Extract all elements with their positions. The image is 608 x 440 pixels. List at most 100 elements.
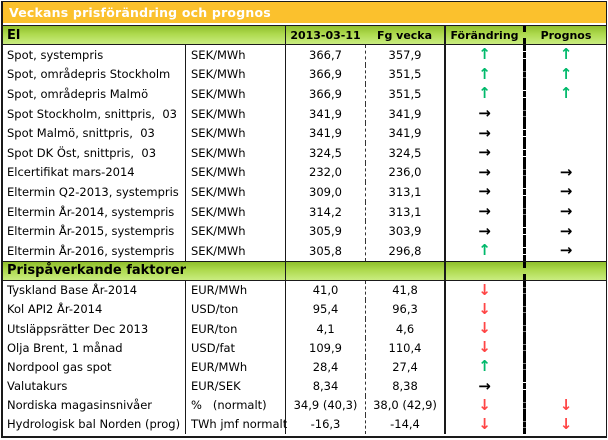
value-previous-week: 8,38 <box>366 376 446 396</box>
value-previous-week: 27,4 <box>366 357 446 377</box>
row-unit: SEK/MWh <box>186 142 286 163</box>
up-arrow-icon: ↑ <box>478 45 491 64</box>
down-arrow-icon: ↓ <box>478 319 491 337</box>
right-arrow-icon: → <box>559 162 573 181</box>
value-current: 366,7 <box>286 45 366 65</box>
right-arrow-icon: → <box>559 221 573 240</box>
right-arrow-icon: → <box>478 221 491 240</box>
row-unit: SEK/MWh <box>186 64 286 85</box>
row-label: Tyskland Base År-2014 <box>3 280 186 300</box>
row-label: Spot, områdepris Stockholm <box>3 64 186 85</box>
value-current: 341,9 <box>286 123 366 143</box>
row-unit: EUR/SEK <box>186 376 286 396</box>
table-row: Spot, områdepris Stockholm SEK/MWh 366,9… <box>3 64 606 85</box>
row-label: Hydrologisk bal Norden (prog) <box>3 414 186 435</box>
table-row: Eltermin År-2015, systempris SEK/MWh 305… <box>3 221 606 241</box>
table-row: Utsläppsrätter Dec 2013 EUR/ton 4,1 4,6 … <box>3 318 606 339</box>
value-previous-week: -14,4 <box>366 414 446 435</box>
report-title-bar: Veckans prisförändring och prognos <box>3 2 606 25</box>
right-arrow-icon: → <box>478 104 491 123</box>
value-previous-week: 296,8 <box>366 240 446 261</box>
right-arrow-icon: → <box>478 182 491 201</box>
value-current: 41,0 <box>286 280 366 300</box>
row-unit: EUR/MWh <box>186 280 286 300</box>
row-label: Spot, systempris <box>3 45 186 65</box>
row-label: Nordpool gas spot <box>3 357 186 377</box>
value-current: 366,9 <box>286 64 366 85</box>
value-previous-week: 236,0 <box>366 162 446 183</box>
value-previous-week: 303,9 <box>366 221 446 241</box>
value-previous-week: 357,9 <box>366 45 446 65</box>
row-unit: SEK/MWh <box>186 45 286 65</box>
right-arrow-icon: → <box>478 376 491 395</box>
section-header-band: El 2013-03-11 Fg vecka Förändring Progno… <box>3 25 606 45</box>
up-arrow-icon: ↑ <box>559 84 573 103</box>
column-header-change: Förändring <box>446 26 526 44</box>
row-unit: SEK/MWh <box>186 221 286 241</box>
row-unit: % (normalt) <box>186 395 286 415</box>
table-row: Kol API2 År-2014 USD/ton 95,4 96,3 ↓ <box>3 299 606 319</box>
value-previous-week: 324,5 <box>366 142 446 163</box>
row-label: Eltermin År-2014, systempris <box>3 201 186 222</box>
table-row: Eltermin År-2014, systempris SEK/MWh 314… <box>3 201 606 222</box>
table-row: Spot, områdepris Malmö SEK/MWh 366,9 351… <box>3 84 606 104</box>
row-unit: SEK/MWh <box>186 123 286 143</box>
right-arrow-icon: → <box>478 123 491 142</box>
row-label: Elcertifikat mars-2014 <box>3 162 186 183</box>
right-arrow-icon: → <box>478 143 491 162</box>
row-label: Olja Brent, 1 månad <box>3 338 186 358</box>
row-label: Kol API2 År-2014 <box>3 299 186 319</box>
value-current: 314,2 <box>286 201 366 222</box>
table-row: Tyskland Base År-2014 EUR/MWh 41,0 41,8 … <box>3 280 606 300</box>
table-row: Spot Stockholm, snittpris, 03 SEK/MWh 34… <box>3 103 606 124</box>
value-current: 109,9 <box>286 338 366 358</box>
column-header-forecast: Prognos <box>540 28 592 42</box>
up-arrow-icon: ↑ <box>559 45 573 64</box>
value-current: 366,9 <box>286 84 366 104</box>
section-rows: Spot, systempris SEK/MWh 366,7 357,9 ↑ ↑… <box>3 45 606 261</box>
value-previous-week: 341,9 <box>366 103 446 124</box>
section-header: El <box>7 27 21 43</box>
column-header-prev-week: Fg vecka <box>376 28 433 42</box>
row-label: Valutakurs <box>3 376 186 396</box>
down-arrow-icon: ↓ <box>559 395 573 414</box>
value-previous-week: 4,6 <box>366 318 446 339</box>
section-header-band: Prispåverkande faktorer <box>3 260 606 281</box>
table-row: Nordpool gas spot EUR/MWh 28,4 27,4 ↑ <box>3 357 606 377</box>
up-arrow-icon: ↑ <box>559 64 573 83</box>
value-current: 28,4 <box>286 357 366 377</box>
value-current: 305,8 <box>286 240 366 261</box>
right-arrow-icon: → <box>478 162 491 181</box>
table-row: Olja Brent, 1 månad USD/fat 109,9 110,4 … <box>3 338 606 358</box>
row-unit: SEK/MWh <box>186 201 286 222</box>
value-previous-week: 341,9 <box>366 123 446 143</box>
row-unit: SEK/MWh <box>186 240 286 261</box>
value-previous-week: 313,1 <box>366 182 446 202</box>
row-label: Spot DK Öst, snittpris, 03 <box>3 142 186 163</box>
right-arrow-icon: → <box>478 202 491 221</box>
table-body: El 2013-03-11 Fg vecka Förändring Progno… <box>3 25 606 435</box>
section-rows: Tyskland Base År-2014 EUR/MWh 41,0 41,8 … <box>3 280 606 435</box>
row-label: Spot Malmö, snittpris, 03 <box>3 123 186 143</box>
table-row: Nordiska magasinsnivåer % (normalt) 34,9… <box>3 395 606 415</box>
row-unit: SEK/MWh <box>186 182 286 202</box>
value-current: 341,9 <box>286 103 366 124</box>
value-previous-week: 351,5 <box>366 64 446 85</box>
value-current: 324,5 <box>286 142 366 163</box>
section-header: Prispåverkande faktorer <box>7 263 187 279</box>
value-current: 95,4 <box>286 299 366 319</box>
table-row: Hydrologisk bal Norden (prog) TWh jmf no… <box>3 414 606 435</box>
row-label: Eltermin År-2015, systempris <box>3 221 186 241</box>
up-arrow-icon: ↑ <box>478 64 491 83</box>
right-arrow-icon: → <box>559 182 573 201</box>
value-current: 309,0 <box>286 182 366 202</box>
table-row: Elcertifikat mars-2014 SEK/MWh 232,0 236… <box>3 162 606 183</box>
right-arrow-icon: → <box>559 241 573 260</box>
value-current: 4,1 <box>286 318 366 339</box>
table-row: Valutakurs EUR/SEK 8,34 8,38 → <box>3 376 606 396</box>
row-label: Spot Stockholm, snittpris, 03 <box>3 103 186 124</box>
table-row: Spot Malmö, snittpris, 03 SEK/MWh 341,9 … <box>3 123 606 143</box>
column-header-forecast <box>526 262 606 280</box>
row-unit: EUR/MWh <box>186 357 286 377</box>
